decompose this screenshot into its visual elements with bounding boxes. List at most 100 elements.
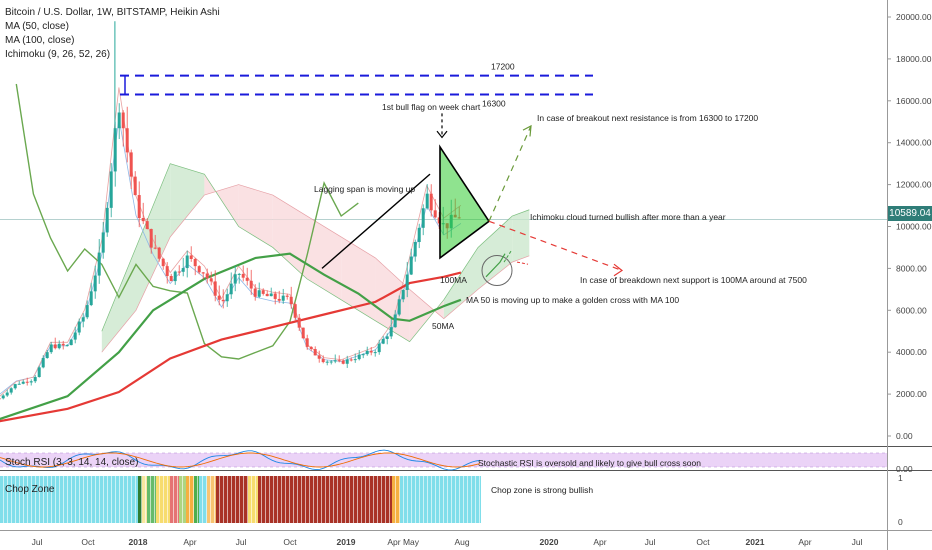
chop-zone-bar [132, 476, 136, 523]
chop-zone-bar [0, 476, 4, 523]
candle-bull [397, 299, 401, 315]
chop-zone-bar [266, 476, 270, 523]
candle-bear [261, 290, 265, 294]
chop-zone-bar [358, 476, 362, 523]
flag-pointer-head [436, 130, 448, 139]
candle-bull [45, 352, 49, 359]
resistance-label: 17200 [491, 62, 515, 72]
candle-bull [393, 314, 397, 328]
chop-zone-bar [108, 476, 112, 523]
candle-bull [29, 381, 33, 383]
candle-bear [301, 327, 305, 339]
chop-zone-bar [476, 476, 480, 523]
chop-zone-bar [338, 476, 342, 523]
cloud-segment-bullish [512, 209, 530, 263]
chop-zone-bar [88, 476, 92, 523]
annotation-text: Stochastic RSI is oversold and likely to… [478, 458, 701, 468]
chop-zone-bar [346, 476, 350, 523]
candle-bull [325, 361, 329, 363]
time-tick-label: Apr [183, 537, 196, 547]
chop-zone-bar [4, 476, 8, 523]
chop-zone-bar [228, 476, 232, 523]
candle-bull [21, 381, 25, 384]
chop-zone-bar [318, 476, 322, 523]
time-tick-label: 2020 [540, 537, 559, 547]
candle-bear [429, 193, 433, 211]
chop-zone-bar [262, 476, 266, 523]
chop-zone-bar [480, 476, 481, 523]
indicator-ma100[interactable]: MA (100, close) [5, 35, 75, 46]
candle-bull [233, 274, 237, 284]
chop-zone-label[interactable]: Chop Zone [5, 484, 55, 495]
cloud-segment-bullish [101, 247, 136, 353]
annotation-text: 50MA [432, 321, 455, 331]
price-tick-label: 10000.00 [896, 222, 932, 232]
chop-zone-bar [138, 476, 142, 523]
chop-zone-bar [416, 476, 420, 523]
lagging-span-line [15, 83, 359, 360]
candle-bear [341, 360, 345, 364]
chop-axis-label: 0 [898, 517, 903, 527]
stoch-k-line [0, 449, 481, 471]
chop-zone-bar [24, 476, 28, 523]
candle-bear [221, 299, 225, 302]
candle-bear [273, 293, 277, 299]
chop-zone-bar [448, 476, 452, 523]
breakout-projection [488, 125, 532, 222]
chop-zone-bar [258, 476, 262, 523]
price-tick-label: 18000.00 [896, 54, 932, 64]
stoch-axis-label: 0.00 [896, 464, 913, 474]
price-axis-ticks: 0.00 2000.00 4000.00 6000.00 8000.00 10000.00… [887, 12, 932, 441]
candle-bear [153, 247, 157, 249]
chop-zone-bar [116, 476, 120, 523]
candle-bear [125, 128, 129, 153]
time-tick-label: 2018 [129, 537, 148, 547]
chop-zone-bar [52, 476, 56, 523]
indicator-ichimoku[interactable]: Ichimoku (9, 26, 52, 26) [5, 49, 111, 60]
chop-zone-bar [216, 476, 220, 523]
candle-bull [425, 193, 429, 209]
candle-bull [81, 317, 85, 322]
cross-hint-dash [503, 249, 513, 263]
chop-zone-bar [366, 476, 370, 523]
time-tick-label: Oct [696, 537, 710, 547]
chop-zone-bar [270, 476, 274, 523]
annotation-text: In case of breakdown next support is 100… [580, 275, 807, 285]
candle-bear [285, 295, 289, 297]
chop-zone-bar [282, 476, 286, 523]
indicator-ma50[interactable]: MA (50, close) [5, 21, 69, 32]
chop-zone-bar [322, 476, 326, 523]
chop-zone-bar [178, 476, 179, 523]
chop-zone-bar [146, 476, 147, 523]
candle-bull [389, 327, 393, 337]
chop-zone-bar [350, 476, 354, 523]
candle-bull [185, 255, 189, 269]
kijun-line [0, 117, 462, 395]
chop-zone-bar [444, 476, 448, 523]
candle-bear [193, 258, 197, 267]
chop-zone-bar [80, 476, 84, 523]
stoch-rsi-label[interactable]: Stoch RSI (3, 3, 14, 14, close) [5, 457, 139, 468]
candle-bull [377, 343, 381, 353]
chop-zone-bar [432, 476, 436, 523]
candle-bull [257, 290, 261, 297]
time-tick-label: 2021 [746, 537, 765, 547]
chop-zone-bar [236, 476, 240, 523]
chop-zone-bar [156, 476, 160, 523]
candle-bear [157, 247, 161, 259]
annotation-text: Chop zone is strong bullish [491, 485, 593, 495]
candle-bull [109, 171, 113, 208]
cloud-segment-bearish [272, 195, 307, 279]
ma50-line [0, 252, 462, 421]
bull-flag-triangle [439, 144, 491, 260]
chop-zone-bar [330, 476, 334, 523]
chop-zone-bar [40, 476, 44, 523]
chop-zone-bar [36, 476, 40, 523]
chop-zone-bar [290, 476, 294, 523]
price-tick-label: 8000.00 [896, 263, 927, 273]
candle-bull [1, 395, 5, 399]
chop-zone-bar [183, 476, 186, 523]
chop-zone-bar [252, 476, 256, 523]
chop-zone-bar [286, 476, 290, 523]
candle-bull [269, 293, 273, 297]
